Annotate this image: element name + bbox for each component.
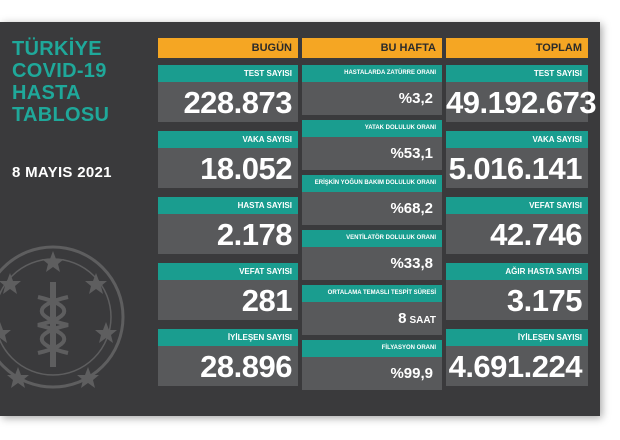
week-ventilator-number: %33,8: [390, 255, 433, 272]
total-severe-label: AĞIR HASTA SAYISI: [446, 263, 588, 280]
total-column: TOPLAM TEST SAYISI 49.192.673 VAKA SAYIS…: [446, 38, 597, 408]
total-case-card: VAKA SAYISI 5.016.141: [446, 131, 588, 188]
week-contact-label: ORTALAMA TEMASLI TESPİT SÜRESİ: [302, 285, 442, 302]
total-death-value: 42.746: [446, 214, 588, 254]
week-column: BU HAFTA HASTALARDA ZATÜRRE ORANI %3,2 Y…: [302, 38, 442, 408]
today-recovered-card: İYİLEŞEN SAYISI 28.896: [158, 329, 298, 386]
week-icu-number: %68,2: [390, 200, 433, 217]
title-line: TABLOSU: [12, 104, 110, 126]
covid-table-board: TÜRKİYE COVID-19 HASTA TABLOSU 8 MAYIS 2…: [0, 22, 600, 416]
total-death-card: VEFAT SAYISI 42.746: [446, 197, 588, 254]
week-pneumonia-card: HASTALARDA ZATÜRRE ORANI %3,2: [302, 65, 442, 115]
week-ventilator-label: VENTİLATÖR DOLULUK ORANI: [302, 230, 442, 247]
week-header: BU HAFTA: [302, 38, 442, 58]
today-death-label: VEFAT SAYISI: [158, 263, 298, 280]
week-contact-value: 8 SAAT: [302, 302, 442, 335]
today-test-card: TEST SAYISI 228.873: [158, 65, 298, 122]
total-test-value: 49.192.673: [446, 82, 597, 122]
week-bed-label: YATAK DOLULUK ORANI: [302, 120, 442, 137]
total-death-label: VEFAT SAYISI: [446, 197, 588, 214]
today-header: BUGÜN: [158, 38, 298, 58]
week-icu-label: ERİŞKİN YOĞUN BAKIM DOLULUK ORANI: [302, 175, 442, 192]
total-test-label: TEST SAYISI: [446, 65, 588, 82]
today-case-card: VAKA SAYISI 18.052: [158, 131, 298, 188]
today-case-value: 18.052: [158, 148, 298, 188]
week-pneumonia-label: HASTALARDA ZATÜRRE ORANI: [302, 65, 442, 82]
report-date: 8 MAYIS 2021: [12, 164, 112, 181]
today-patient-card: HASTA SAYISI 2.178: [158, 197, 298, 254]
total-header: TOPLAM: [446, 38, 588, 58]
today-column: BUGÜN TEST SAYISI 228.873 VAKA SAYISI 18…: [158, 38, 298, 408]
week-bed-value: %53,1: [302, 137, 442, 170]
title-line: COVID-19: [12, 60, 107, 82]
total-severe-value: 3.175: [446, 280, 588, 320]
today-patient-value: 2.178: [158, 214, 298, 254]
ministry-emblem-icon: [0, 245, 125, 389]
total-case-label: VAKA SAYISI: [446, 131, 588, 148]
week-icu-value: %68,2: [302, 192, 442, 225]
week-filiation-label: FİLYASYON ORANI: [302, 340, 442, 357]
total-severe-card: AĞIR HASTA SAYISI 3.175: [446, 263, 588, 320]
week-bed-number: %53,1: [390, 145, 433, 162]
week-ventilator-value: %33,8: [302, 247, 442, 280]
table-title: TÜRKİYE COVID-19 HASTA TABLOSU: [12, 38, 109, 126]
week-bed-card: YATAK DOLULUK ORANI %53,1: [302, 120, 442, 170]
today-test-value: 228.873: [158, 82, 298, 122]
today-test-label: TEST SAYISI: [158, 65, 298, 82]
title-line: TÜRKİYE: [12, 38, 102, 60]
week-ventilator-card: VENTİLATÖR DOLULUK ORANI %33,8: [302, 230, 442, 280]
total-recovered-card: İYİLEŞEN SAYISI 4.691.224: [446, 329, 588, 386]
today-death-card: VEFAT SAYISI 281: [158, 263, 298, 320]
week-filiation-card: FİLYASYON ORANI %99,9: [302, 340, 442, 390]
total-recovered-label: İYİLEŞEN SAYISI: [446, 329, 588, 346]
today-death-value: 281: [158, 280, 298, 320]
title-line: HASTA: [12, 82, 81, 104]
week-pneumonia-value: %3,2: [302, 82, 442, 115]
week-icu-card: ERİŞKİN YOĞUN BAKIM DOLULUK ORANI %68,2: [302, 175, 442, 225]
today-recovered-value: 28.896: [158, 346, 298, 386]
today-patient-label: HASTA SAYISI: [158, 197, 298, 214]
week-contact-number: 8: [398, 310, 407, 327]
total-recovered-value: 4.691.224: [446, 346, 588, 386]
week-contact-card: ORTALAMA TEMASLI TESPİT SÜRESİ 8 SAAT: [302, 285, 442, 335]
week-pneumonia-number: %3,2: [398, 90, 433, 107]
total-case-value: 5.016.141: [446, 148, 588, 188]
total-test-card: TEST SAYISI 49.192.673: [446, 65, 597, 122]
week-filiation-number: %99,9: [390, 365, 433, 382]
today-recovered-label: İYİLEŞEN SAYISI: [158, 329, 298, 346]
week-contact-unit: SAAT: [409, 315, 436, 326]
week-filiation-value: %99,9: [302, 357, 442, 390]
today-case-label: VAKA SAYISI: [158, 131, 298, 148]
